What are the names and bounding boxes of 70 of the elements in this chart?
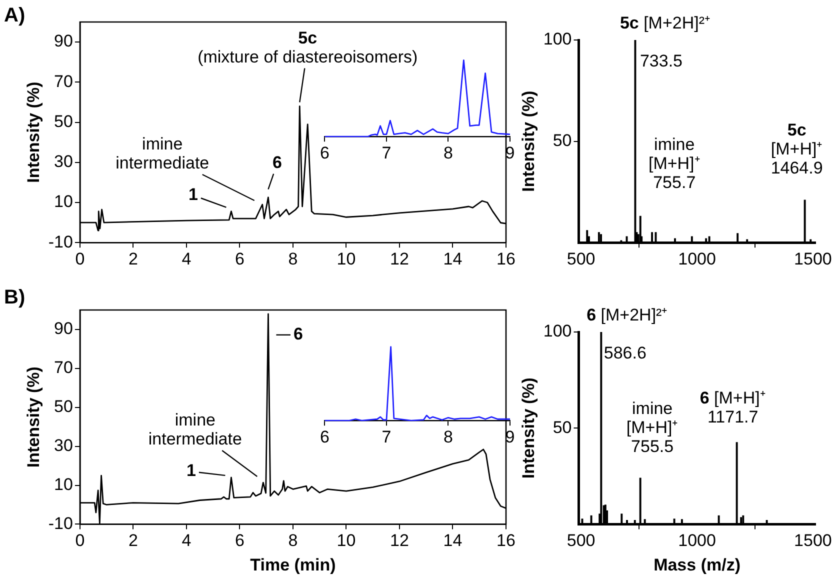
annotation: 1	[186, 461, 196, 480]
y-tick-label: 90	[54, 319, 73, 338]
x-axis-title: Mass (m/z)	[654, 555, 740, 574]
y-tick-label: 70	[54, 72, 73, 91]
y-tick-label: 90	[54, 32, 73, 51]
y-tick-label: -10	[48, 232, 73, 252]
annotation: 6 [M+2H]²⁺	[586, 306, 668, 325]
annotation: 1	[188, 185, 198, 204]
y-axis-title: Intensity (%)	[24, 366, 43, 468]
x-tick-label: 16	[496, 249, 516, 268]
x-tick-label: 10	[336, 531, 356, 550]
annotation: imine [M+H]⁺ 755.5	[626, 398, 678, 456]
x-tick-label: 6	[234, 531, 244, 550]
annotation: 5c (mixture of diastereoisomers)	[198, 28, 418, 66]
y-tick-label: -10	[48, 514, 73, 533]
y-axis-title: Intensity (%)	[518, 90, 538, 192]
x-tick-label: 14	[443, 531, 462, 550]
x-tick-label: 8	[444, 427, 453, 446]
y-axis-title: Intensity (%)	[518, 378, 538, 479]
annotation: 5c [M+H]⁺ 1464.9	[770, 120, 823, 178]
y-tick-label: 50	[54, 112, 73, 131]
y-axis-title: Intensity (%)	[24, 82, 43, 183]
x-tick-label: 500	[566, 249, 596, 268]
x-tick-label: 1000	[678, 249, 716, 268]
y-tick-label: 50	[54, 397, 73, 416]
x-tick-label: 14	[443, 249, 462, 268]
y-tick-label: 70	[54, 358, 73, 378]
annotation: imine intermediate	[116, 134, 210, 173]
y-tick-label: 100	[543, 322, 572, 341]
y-tick-label: 10	[54, 192, 73, 212]
annotation: 5c [M+2H]²⁺	[620, 14, 711, 33]
x-tick-label: 8	[444, 143, 453, 162]
x-tick-label: 2	[128, 249, 138, 268]
y-tick-label: 10	[54, 474, 73, 494]
x-tick-label: 1000	[678, 531, 716, 550]
chart-title: B)	[4, 286, 26, 309]
x-tick-label: 16	[496, 531, 516, 550]
annotation: imine [M+H]⁺ 755.7	[648, 134, 700, 192]
x-tick-label: 2	[128, 531, 138, 550]
x-tick-label: 12	[390, 531, 409, 550]
x-tick-label: 1500	[794, 249, 832, 268]
x-tick-label: 0	[75, 249, 85, 268]
x-tick-label: 8	[288, 249, 298, 268]
annotation: 733.5	[640, 52, 682, 71]
x-tick-label: 8	[288, 531, 298, 550]
x-tick-label: 12	[390, 249, 409, 268]
x-tick-label: 500	[566, 531, 596, 550]
x-axis-title: Time (min)	[250, 555, 336, 574]
y-tick-label: 50	[552, 130, 572, 150]
annotation: 586.6	[604, 344, 646, 363]
x-tick-label: 7	[382, 143, 392, 162]
x-tick-label: 4	[182, 531, 192, 550]
y-tick-label: 30	[54, 152, 73, 172]
y-tick-label: 50	[552, 418, 572, 437]
y-tick-label: 100	[543, 30, 572, 49]
x-tick-label: 6	[234, 249, 244, 268]
x-tick-label: 6	[320, 143, 330, 162]
x-tick-label: 10	[336, 249, 356, 268]
x-tick-label: 9	[505, 143, 515, 162]
x-tick-label: 1500	[794, 531, 832, 550]
y-tick-label: 30	[54, 436, 73, 455]
x-tick-label: 7	[382, 427, 392, 446]
x-tick-label: 9	[505, 427, 515, 446]
annotation: 6 [M+H]⁺ 1171.7	[700, 388, 766, 427]
x-tick-label: 4	[182, 249, 192, 268]
x-tick-label: 6	[320, 427, 330, 446]
chart-title: A)	[4, 4, 26, 27]
annotation: imine intermediate	[148, 410, 242, 449]
annotation: 6	[293, 324, 303, 344]
x-tick-label: 0	[75, 531, 85, 550]
